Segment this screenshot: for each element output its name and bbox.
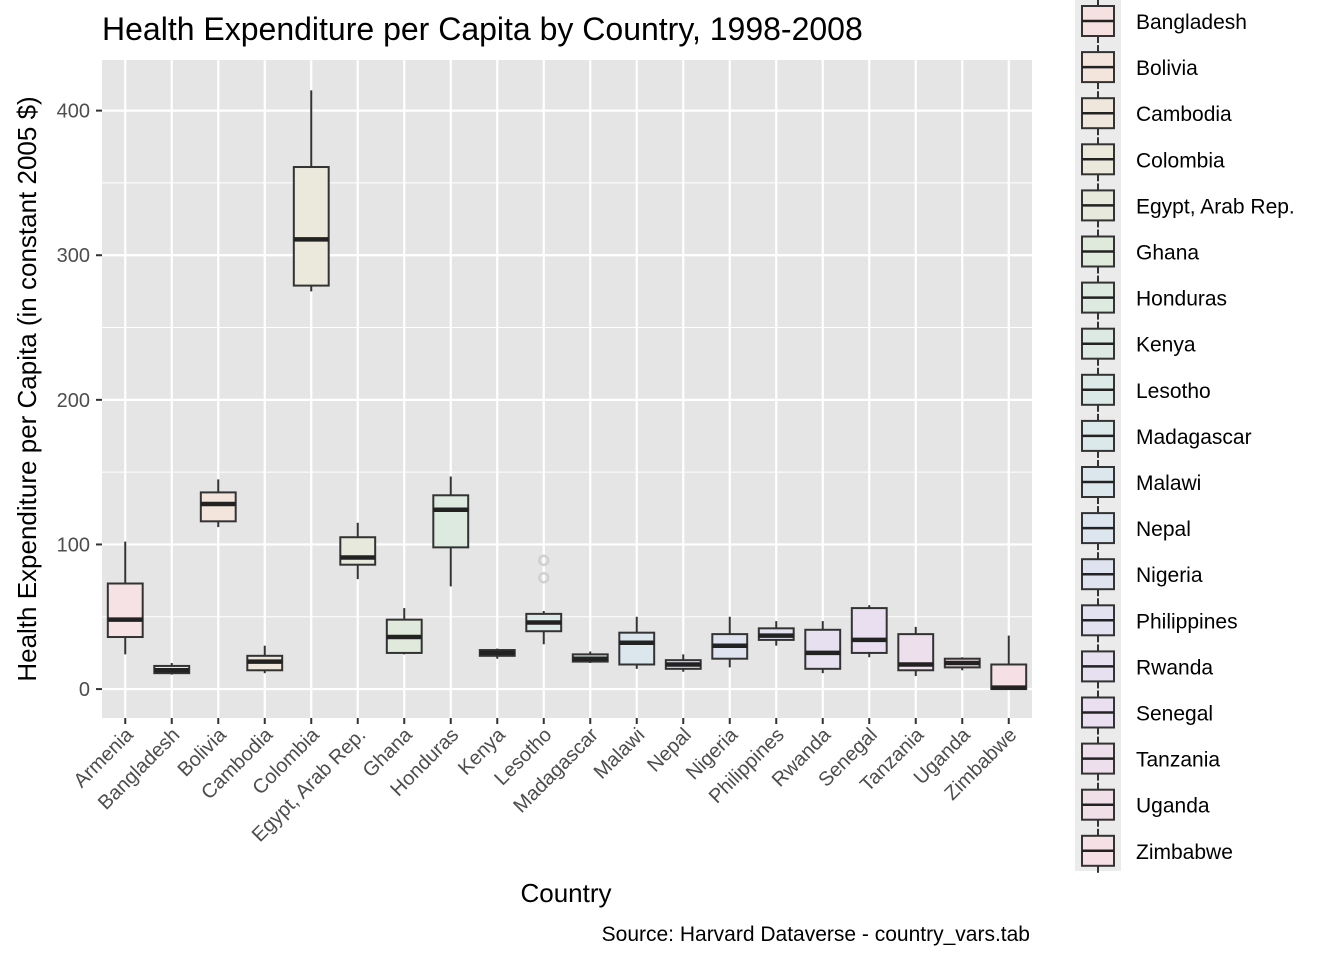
legend-label: Bangladesh	[1136, 11, 1247, 34]
box-malawi	[618, 616, 656, 669]
outlier-point	[538, 571, 550, 584]
y-tick-label: 300	[57, 245, 90, 267]
box-body	[292, 166, 330, 287]
y-axis-title: Health Expenditure per Capita (in consta…	[12, 96, 42, 681]
legend-entry: Bolivia	[1081, 45, 1198, 90]
legend-label: Madagascar	[1136, 426, 1252, 449]
box-body	[432, 494, 470, 549]
caption: Source: Harvard Dataverse - country_vars…	[602, 923, 1030, 946]
legend-label: Uganda	[1136, 795, 1210, 818]
legend-entry: Madagascar	[1081, 413, 1252, 458]
box-honduras	[432, 476, 470, 587]
box-body	[339, 536, 377, 566]
y-tick-label: 400	[57, 101, 90, 123]
box-uganda	[943, 657, 981, 671]
box-senegal	[850, 605, 888, 658]
legend-label: Zimbabwe	[1136, 841, 1233, 864]
legend-entry: Tanzania	[1081, 736, 1220, 781]
x-axis-title: Country	[520, 878, 611, 908]
box-bangladesh	[153, 663, 191, 675]
chart-title: Health Expenditure per Capita by Country…	[102, 11, 863, 47]
box-marks	[106, 90, 1028, 691]
box-body	[199, 491, 237, 523]
box-armenia	[106, 541, 144, 655]
legend-label: Nepal	[1136, 518, 1191, 541]
legend-entry: Senegal	[1081, 690, 1213, 735]
legend-entry: Cambodia	[1081, 91, 1232, 136]
legend-entry: Uganda	[1081, 782, 1210, 827]
legend-entry: Malawi	[1081, 460, 1201, 504]
legend-label: Ghana	[1136, 242, 1199, 265]
box-zimbabwe	[990, 635, 1028, 691]
legend-label: Senegal	[1136, 703, 1213, 726]
legend-entry: Nepal	[1081, 506, 1191, 551]
box-body	[618, 631, 656, 666]
box-nigeria	[711, 616, 749, 668]
legend-entry: Kenya	[1081, 321, 1196, 366]
box-madagascar	[571, 651, 609, 664]
x-axis: ArmeniaBangladeshBoliviaCambodiaColombia…	[70, 718, 1021, 846]
legend-entry: Zimbabwe	[1081, 828, 1233, 873]
legend-label: Honduras	[1136, 288, 1227, 311]
box-nepal	[664, 654, 702, 672]
box-philippines	[757, 621, 795, 646]
outlier-point	[538, 554, 550, 567]
x-tick-label: Malawi	[590, 724, 650, 784]
box-body	[850, 607, 888, 654]
legend-entry: Egypt, Arab Rep.	[1081, 183, 1295, 228]
legend-label: Rwanda	[1136, 656, 1213, 679]
box-rwanda	[804, 621, 842, 674]
legend-entry: Rwanda	[1081, 644, 1213, 689]
box-bolivia	[199, 479, 237, 528]
legend-label: Lesotho	[1136, 380, 1211, 403]
box-tanzania	[897, 626, 935, 677]
box-kenya	[478, 648, 516, 659]
box-egypt-arab-rep-	[339, 522, 377, 580]
legend-label: Egypt, Arab Rep.	[1136, 195, 1295, 218]
legend-entry: Colombia	[1081, 137, 1225, 182]
box-cambodia	[246, 645, 284, 674]
legend-label: Colombia	[1136, 149, 1225, 172]
legend-label: Bolivia	[1136, 57, 1198, 80]
y-tick-label: 200	[57, 390, 90, 412]
grid-lines	[102, 60, 1032, 718]
y-tick-label: 0	[79, 679, 90, 701]
legend-entry: Bangladesh	[1081, 0, 1247, 43]
legend-entry: Nigeria	[1081, 552, 1203, 597]
box-body	[106, 582, 144, 639]
legend-label: Philippines	[1136, 610, 1238, 633]
legend-entry: Lesotho	[1081, 367, 1211, 412]
legend-label: Kenya	[1136, 334, 1196, 357]
legend-entry: Philippines	[1081, 598, 1238, 643]
box-ghana	[385, 608, 423, 655]
legend-label: Nigeria	[1136, 564, 1203, 587]
plot-panel	[102, 60, 1032, 718]
legend-label: Cambodia	[1136, 103, 1232, 126]
legend-entry: Ghana	[1081, 229, 1199, 274]
legend-label: Tanzania	[1136, 749, 1220, 772]
legend: Bangladesh Bolivia Cambodia Colombia Egypt, …	[1075, 0, 1295, 873]
legend-label: Malawi	[1136, 472, 1201, 495]
y-tick-label: 100	[57, 534, 90, 556]
y-axis: 0 100 200 300 400	[57, 101, 102, 701]
box-body	[804, 628, 842, 670]
box-colombia	[292, 90, 330, 292]
box-lesotho	[525, 554, 563, 645]
legend-entry: Honduras	[1081, 275, 1227, 320]
